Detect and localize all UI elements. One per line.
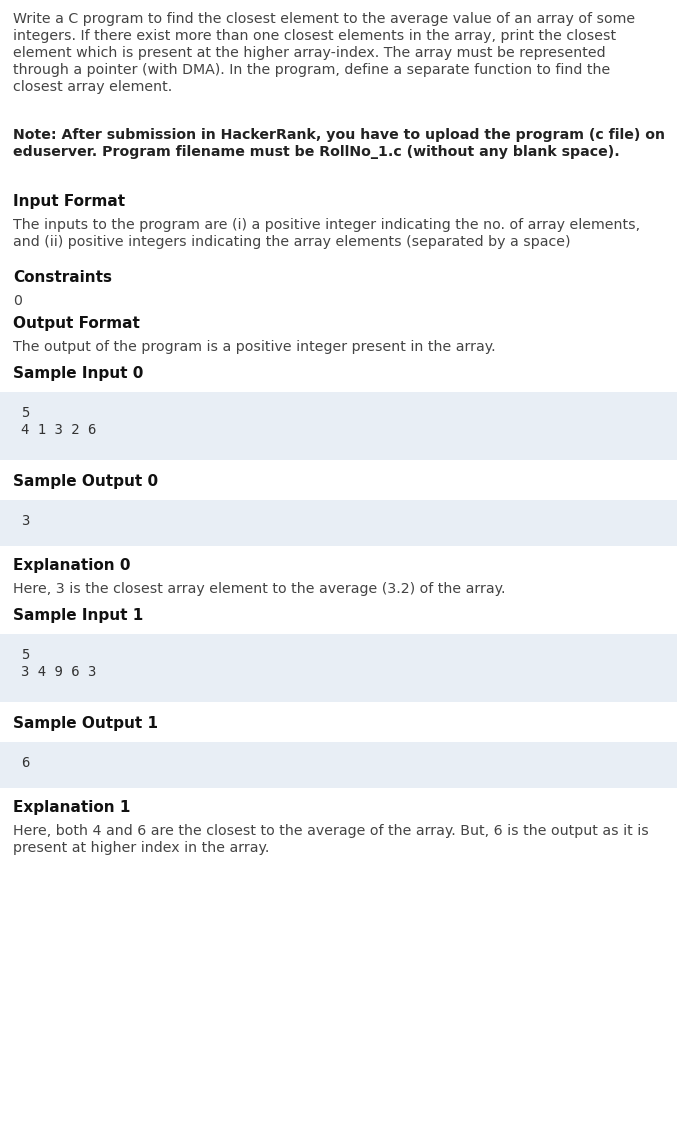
Text: Write a C program to find the closest element to the average value of an array o: Write a C program to find the closest el… [13,12,635,26]
Text: Note: After submission in HackerRank, you have to upload the program (c file) on: Note: After submission in HackerRank, yo… [13,128,665,142]
Text: eduserver. Program filename must be RollNo_1.c (without any blank space).: eduserver. Program filename must be Roll… [13,145,619,159]
FancyBboxPatch shape [0,742,677,787]
Text: Sample Output 1: Sample Output 1 [13,716,158,731]
Text: The inputs to the program are (i) a positive integer indicating the no. of array: The inputs to the program are (i) a posi… [13,218,640,232]
Text: 5: 5 [21,648,29,662]
Text: Explanation 0: Explanation 0 [13,558,131,573]
Text: Here, both 4 and 6 are the closest to the average of the array. But, 6 is the ou: Here, both 4 and 6 are the closest to th… [13,824,649,838]
Text: 4 1 3 2 6: 4 1 3 2 6 [21,423,96,436]
Text: 6: 6 [21,756,29,770]
Text: integers. If there exist more than one closest elements in the array, print the : integers. If there exist more than one c… [13,29,616,43]
Text: Sample Input 1: Sample Input 1 [13,608,144,623]
Text: Here, 3 is the closest array element to the average (3.2) of the array.: Here, 3 is the closest array element to … [13,582,506,596]
Text: 3 4 9 6 3: 3 4 9 6 3 [21,665,96,680]
Text: Output Format: Output Format [13,316,140,331]
Text: present at higher index in the array.: present at higher index in the array. [13,842,269,855]
Text: closest array element.: closest array element. [13,80,172,94]
FancyBboxPatch shape [0,500,677,546]
FancyBboxPatch shape [0,392,677,460]
Text: and (ii) positive integers indicating the array elements (separated by a space): and (ii) positive integers indicating th… [13,235,571,249]
Text: through a pointer (with DMA). In the program, define a separate function to find: through a pointer (with DMA). In the pro… [13,63,610,76]
Text: Input Format: Input Format [13,193,125,209]
Text: Sample Input 0: Sample Input 0 [13,366,144,381]
Text: Sample Output 0: Sample Output 0 [13,474,158,489]
Text: 3: 3 [21,514,29,528]
Text: element which is present at the higher array-index. The array must be represente: element which is present at the higher a… [13,46,606,60]
Text: 5: 5 [21,406,29,420]
FancyBboxPatch shape [0,634,677,702]
Text: 0: 0 [13,294,22,308]
Text: The output of the program is a positive integer present in the array.: The output of the program is a positive … [13,340,496,354]
Text: Explanation 1: Explanation 1 [13,800,131,814]
Text: Constraints: Constraints [13,270,112,285]
